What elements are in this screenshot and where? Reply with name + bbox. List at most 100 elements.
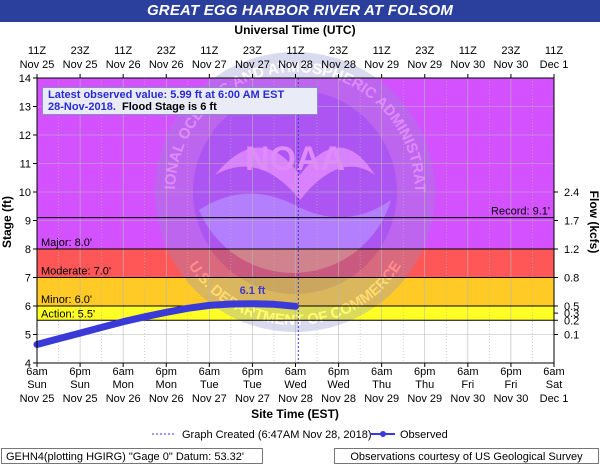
- site-tick-day: Tue: [243, 379, 262, 391]
- stage-tick-label: 4: [25, 358, 31, 370]
- stage-tick-label: 6: [25, 301, 31, 313]
- utc-tick-time: 11Z: [114, 45, 132, 57]
- utc-tick-time: 23Z: [157, 45, 176, 57]
- site-tick-date: Nov 29: [407, 393, 442, 405]
- label-major: Major: 8.0': [41, 237, 92, 249]
- site-tick-day: Sat: [546, 379, 563, 391]
- label-moderate: Moderate: 7.0': [41, 266, 111, 278]
- legend: Graph Created (6:47AM Nov 28, 2018) Obse…: [152, 429, 448, 441]
- flood-stage-text: Flood Stage is 6 ft: [122, 101, 217, 113]
- observed-point: [249, 301, 255, 307]
- site-tick-day: Mon: [112, 379, 133, 391]
- axis-ticks: 4 5 6 7 8 9 10 11 12 13 14 0.1 0.20.30.5 0.8 1.2 1.7 2.4…: [19, 45, 580, 405]
- stage-tick-label: 14: [19, 73, 31, 85]
- site-tick-time: 6pm: [328, 366, 349, 378]
- gauge-datum-info: GEHN4(plotting HGIRG) "Gage 0" Datum: 53…: [1, 448, 263, 464]
- observed-point: [77, 330, 83, 336]
- utc-tick-date: Nov 25: [63, 59, 98, 71]
- observed-point: [271, 301, 277, 307]
- stage-tick-label: 11: [20, 159, 31, 171]
- watermark-lower-wave: [199, 193, 391, 273]
- site-tick-day: Tue: [200, 379, 219, 391]
- legend-observed-marker: [380, 431, 386, 437]
- latest-observed-line2: 28-Nov-2018. Flood Stage is 6 ft: [48, 101, 312, 113]
- label-minor: Minor: 6.0': [41, 294, 92, 306]
- site-tick-date: Nov 28: [321, 393, 356, 405]
- utc-tick-time: 11Z: [459, 45, 477, 57]
- utc-tick-time: 23Z: [243, 45, 262, 57]
- legend-observed: Observed: [400, 429, 448, 441]
- bottom-axis-title: Site Time (EST): [251, 407, 339, 421]
- utc-tick-date: Nov 26: [106, 59, 141, 71]
- flow-tick-label: 0.2: [564, 315, 579, 327]
- data-source-credit: Observations courtesy of US Geological S…: [334, 448, 599, 464]
- latest-observed-box: Latest observed value: 5.99 ft at 6:00 A…: [42, 87, 318, 115]
- right-axis-title: Flow (kcfs): [587, 191, 600, 254]
- site-tick-date: Nov 28: [278, 393, 313, 405]
- site-tick-date: Nov 27: [235, 393, 270, 405]
- flow-tick-label: 0.8: [564, 273, 579, 285]
- site-tick-time: 6pm: [414, 366, 435, 378]
- observed-point: [185, 305, 191, 311]
- site-tick-time: 6am: [26, 366, 47, 378]
- utc-tick-date: Nov 29: [407, 59, 442, 71]
- site-tick-day: Fri: [461, 379, 474, 391]
- stage-tick-label: 8: [25, 244, 31, 256]
- watermark-center-text: NOAA: [245, 140, 345, 178]
- utc-tick-date: Nov 28: [278, 59, 313, 71]
- label-action: Action: 5.5': [41, 308, 95, 320]
- site-tick-time: 6am: [285, 366, 306, 378]
- utc-tick-date: Nov 30: [450, 59, 485, 71]
- site-tick-date: Nov 29: [364, 393, 399, 405]
- utc-tick-date: Nov 30: [493, 59, 528, 71]
- stage-tick-label: 9: [25, 216, 31, 228]
- utc-tick-time: 23Z: [501, 45, 520, 57]
- peak-label: 6.1 ft: [240, 285, 266, 297]
- observed-point: [99, 324, 105, 330]
- utc-tick-date: Nov 27: [235, 59, 270, 71]
- utc-tick-time: 11Z: [286, 45, 304, 57]
- utc-tick-date: Nov 28: [321, 59, 356, 71]
- utc-tick-time: 11Z: [373, 45, 391, 57]
- utc-tick-time: 11Z: [545, 45, 563, 57]
- site-tick-time: 6am: [457, 366, 478, 378]
- site-tick-day: Sun: [70, 379, 90, 391]
- site-tick-time: 6pm: [242, 366, 263, 378]
- site-tick-date: Nov 25: [63, 393, 98, 405]
- site-tick-day: Fri: [505, 379, 518, 391]
- top-axis-title: Universal Time (UTC): [234, 23, 355, 37]
- utc-tick-time: 23Z: [415, 45, 434, 57]
- utc-tick-date: Nov 27: [192, 59, 227, 71]
- observed-point: [293, 303, 298, 309]
- utc-tick-time: 23Z: [329, 45, 348, 57]
- record-label: Record: 9.1': [491, 206, 550, 218]
- site-tick-day: Wed: [284, 379, 306, 391]
- watermark-seagull: [215, 147, 375, 200]
- observed-series: 6.1 ft: [33, 78, 299, 363]
- site-tick-day: Wed: [327, 379, 349, 391]
- utc-tick-date: Nov 29: [364, 59, 399, 71]
- observed-point: [142, 314, 148, 320]
- latest-observed-line: Latest observed value: 5.99 ft at 6:00 A…: [48, 89, 285, 101]
- stage-tick-label: 12: [19, 130, 31, 142]
- flow-tick-label: 0.1: [564, 330, 579, 342]
- observed-point: [120, 319, 126, 325]
- site-tick-date: Nov 30: [450, 393, 485, 405]
- stage-tick-label: 13: [19, 102, 31, 114]
- observed-point: [206, 302, 212, 308]
- utc-tick-time: 11Z: [200, 45, 218, 57]
- flow-tick-label: 1.7: [564, 216, 579, 228]
- site-tick-date: Dec 1: [540, 393, 569, 405]
- stage-tick-label: 10: [19, 187, 31, 199]
- observed-point: [228, 301, 234, 307]
- legend-graph-created: Graph Created (6:47AM Nov 28, 2018): [182, 429, 372, 441]
- utc-tick-date: Nov 26: [149, 59, 184, 71]
- left-axis-title: Stage (ft): [0, 196, 14, 248]
- utc-tick-time: 23Z: [71, 45, 90, 57]
- chart-title: GREAT EGG HARBOR RIVER AT FOLSOM: [0, 0, 600, 22]
- site-tick-time: 6pm: [156, 366, 177, 378]
- site-tick-time: 6am: [112, 366, 133, 378]
- flow-tick-label: 0.5: [564, 301, 579, 313]
- flow-tick-label: 0.3: [564, 308, 579, 320]
